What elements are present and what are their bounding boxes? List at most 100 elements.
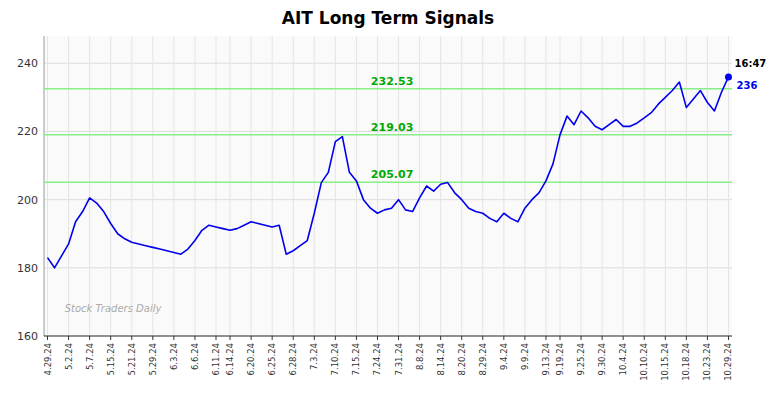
grid-line bbox=[623, 36, 624, 336]
x-tick bbox=[230, 336, 231, 340]
plot-marks bbox=[44, 73, 732, 267]
x-tick-label: 9.19.24 bbox=[555, 343, 565, 375]
x-tick-label: 10.23.24 bbox=[702, 343, 712, 381]
x-tick bbox=[560, 336, 561, 340]
x-tick bbox=[314, 336, 315, 340]
x-tick-label: 6.20.24 bbox=[246, 343, 256, 375]
x-tick-label: 10.10.24 bbox=[639, 343, 649, 381]
grid-line bbox=[482, 36, 483, 336]
title: AIT Long Term Signals bbox=[282, 8, 494, 28]
x-tick-label: 8.8.24 bbox=[415, 343, 425, 370]
x-tick bbox=[728, 336, 729, 340]
grid-line bbox=[686, 36, 687, 336]
grid-line bbox=[503, 36, 504, 336]
x-tick bbox=[356, 336, 357, 340]
x-tick-label: 9.13.24 bbox=[541, 343, 551, 375]
x-tick bbox=[251, 336, 252, 340]
grid-line bbox=[110, 36, 111, 336]
x-tick-label: 10.4.24 bbox=[618, 343, 628, 375]
x-tick bbox=[440, 336, 441, 340]
x-tick-label: 5.29.24 bbox=[148, 343, 158, 375]
x-tick bbox=[581, 336, 582, 340]
x-tick bbox=[665, 336, 666, 340]
x-tick-label: 7.15.24 bbox=[351, 343, 361, 375]
x-tick-label: 6.25.24 bbox=[267, 343, 277, 375]
x-tick bbox=[335, 336, 336, 340]
y-tick-label: 240 bbox=[17, 57, 38, 70]
x-tick-label: 5.15.24 bbox=[106, 343, 116, 375]
x-tick-label: 6.6.24 bbox=[190, 343, 200, 370]
x-tick bbox=[68, 336, 69, 340]
x-tick bbox=[216, 336, 217, 340]
grid-line bbox=[68, 36, 69, 336]
x-tick-label: 7.24.24 bbox=[372, 343, 382, 375]
y-tick-label: 160 bbox=[17, 330, 38, 343]
x-tick bbox=[503, 336, 504, 340]
grid-line bbox=[293, 36, 294, 336]
x-tick bbox=[602, 336, 603, 340]
grid-line bbox=[419, 36, 420, 336]
grid-line bbox=[44, 63, 732, 64]
x-tick bbox=[272, 336, 273, 340]
end-dot bbox=[725, 73, 732, 80]
grid-line bbox=[47, 36, 48, 336]
grid-line bbox=[581, 36, 582, 336]
x-tick-label: 8.20.24 bbox=[457, 343, 467, 375]
grid-line bbox=[560, 36, 561, 336]
x-tick bbox=[461, 336, 462, 340]
x-tick bbox=[173, 336, 174, 340]
y-tick-label: 180 bbox=[17, 262, 38, 275]
grid-line bbox=[707, 36, 708, 336]
x-tick bbox=[293, 336, 294, 340]
x-tick bbox=[377, 336, 378, 340]
grid-line bbox=[335, 36, 336, 336]
x-tick bbox=[623, 336, 624, 340]
x-tick bbox=[419, 336, 420, 340]
grid-line bbox=[524, 36, 525, 336]
x-tick-label: 10.18.24 bbox=[681, 343, 691, 381]
x-tick-label: 8.29.24 bbox=[478, 343, 488, 375]
x-tick-label: 6.14.24 bbox=[225, 343, 235, 375]
x-tick bbox=[131, 336, 132, 340]
x-tick-label: 8.14.24 bbox=[436, 343, 446, 375]
grid-line bbox=[173, 36, 174, 336]
x-tick-label: 6.3.24 bbox=[169, 343, 179, 370]
chart: 1601802002202404.29.245.2.245.7.245.15.2… bbox=[0, 0, 784, 398]
x-tick bbox=[707, 336, 708, 340]
y-tick-label: 220 bbox=[17, 125, 38, 138]
y-tick-label: 200 bbox=[17, 194, 38, 207]
x-tick bbox=[524, 336, 525, 340]
x-tick-label: 9.4.24 bbox=[499, 343, 509, 370]
grid-line bbox=[230, 36, 231, 336]
x-tick-label: 7.3.24 bbox=[309, 343, 319, 370]
grid-line bbox=[440, 36, 441, 336]
grid-line bbox=[251, 36, 252, 336]
reference-line bbox=[44, 134, 732, 136]
x-tick-label: 9.30.24 bbox=[597, 343, 607, 375]
x-tick-label: 5.7.24 bbox=[85, 343, 95, 370]
grid-line bbox=[728, 36, 729, 336]
x-tick bbox=[47, 336, 48, 340]
grid-line bbox=[665, 36, 666, 336]
y-axis-line bbox=[44, 36, 45, 336]
x-tick-label: 10.29.24 bbox=[723, 343, 733, 381]
x-tick-label: 9.9.24 bbox=[520, 343, 530, 370]
x-tick-label: 7.31.24 bbox=[394, 343, 404, 375]
grid-line bbox=[545, 36, 546, 336]
plot-area bbox=[44, 36, 732, 336]
x-tick-label: 5.2.24 bbox=[64, 343, 74, 370]
grid-line bbox=[44, 199, 732, 200]
end-label-time: 16:47 bbox=[734, 58, 766, 69]
grid-line bbox=[314, 36, 315, 336]
grid-line bbox=[131, 36, 132, 336]
x-tick-label: 6.28.24 bbox=[288, 343, 298, 375]
grid-line bbox=[89, 36, 90, 336]
grid-line bbox=[356, 36, 357, 336]
x-tick bbox=[152, 336, 153, 340]
x-tick bbox=[398, 336, 399, 340]
x-tick-label: 10.15.24 bbox=[660, 343, 670, 381]
grid-line bbox=[216, 36, 217, 336]
x-tick bbox=[482, 336, 483, 340]
grid-line bbox=[461, 36, 462, 336]
grid-line bbox=[44, 336, 732, 337]
